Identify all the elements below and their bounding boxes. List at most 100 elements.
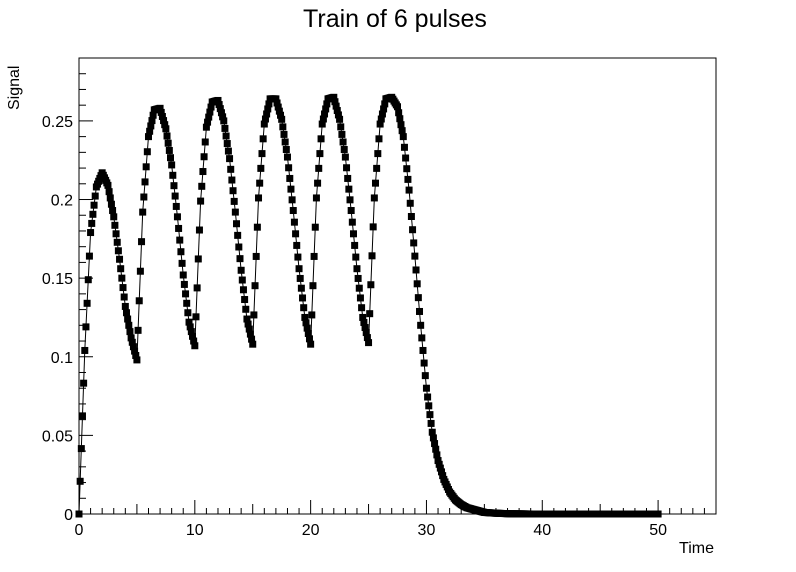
data-point [214,96,222,104]
data-point [231,208,239,216]
x-axis-label: Time [679,540,714,557]
data-point [179,271,187,279]
data-point [333,107,341,115]
plot-frame [78,57,717,515]
data-point [249,340,257,348]
data-point [84,276,92,284]
x-tick-label: 0 [75,522,84,539]
data-point [343,164,351,172]
data-point [299,294,307,302]
data-point [287,185,295,193]
data-point [292,230,300,238]
data-point [124,315,132,323]
data-point [419,346,427,354]
data-point [237,266,245,274]
data-point [302,319,310,327]
data-point [138,238,146,246]
data-point [193,284,201,292]
data-point [321,110,329,118]
data-point [139,208,147,216]
data-point [117,265,125,273]
data-point [192,313,200,321]
data-point [280,130,288,138]
data-point [219,113,227,121]
data-point [182,290,190,298]
data-point [229,187,237,195]
data-point [293,241,301,249]
data-point [128,338,136,346]
data-point [273,99,281,107]
data-point [171,192,179,200]
data-point [83,299,91,307]
data-point [201,138,209,146]
data-point [199,168,207,176]
data-point [398,127,406,135]
data-point [222,132,230,140]
data-point [338,130,346,138]
data-point [200,153,208,161]
data-point [310,252,318,260]
data-point [410,239,418,247]
data-point [300,304,308,312]
data-point [312,194,320,202]
data-point [301,313,309,321]
x-tick-label: 10 [186,522,204,539]
data-point [654,510,662,518]
data-point [111,221,119,229]
x-tick-label: 50 [649,522,667,539]
data-point [402,154,410,162]
data-point [243,315,251,323]
data-point [422,384,430,392]
data-point [113,238,121,246]
data-point [277,111,285,119]
data-point [412,266,420,274]
data-point [168,161,176,169]
data-point [405,186,413,194]
data-point [165,146,173,154]
data-point [368,252,376,260]
data-point [120,293,128,301]
data-point [91,192,99,200]
data-point [132,352,140,359]
data-point [129,343,137,351]
data-point [434,457,442,465]
data-points [75,93,662,518]
data-point [183,299,191,307]
data-point [340,146,348,154]
data-point [344,174,352,182]
data-point [191,342,199,350]
data-point [187,328,195,336]
data-point [433,451,441,459]
data-point [404,175,412,183]
data-point [409,226,417,234]
data-point [173,213,181,221]
data-point [78,412,86,420]
data-point [283,153,291,161]
axis-tick-labels: 0 10 20 30 40 50 0 0.05 0.1 0.15 0.2 0.25 [42,114,667,539]
data-point [251,282,259,290]
data-point [164,139,172,147]
data-point [427,419,435,427]
data-point [176,236,184,244]
data-point [189,332,196,340]
data-point [224,147,232,155]
data-point [407,213,415,220]
data-point [167,154,174,162]
data-point [399,133,407,141]
data-point [316,150,324,158]
data-point [197,197,205,205]
y-tick-label: 0.1 [51,350,73,367]
data-point [172,202,180,210]
data-point [141,178,149,186]
data-point [90,201,98,209]
data-point [315,164,323,172]
y-tick-label: 0.25 [42,114,73,131]
data-point [223,140,231,148]
data-point [186,323,194,331]
data-point [323,100,331,108]
data-point [234,231,242,239]
data-point [286,174,294,182]
data-point [348,218,356,226]
data-point [279,123,287,131]
